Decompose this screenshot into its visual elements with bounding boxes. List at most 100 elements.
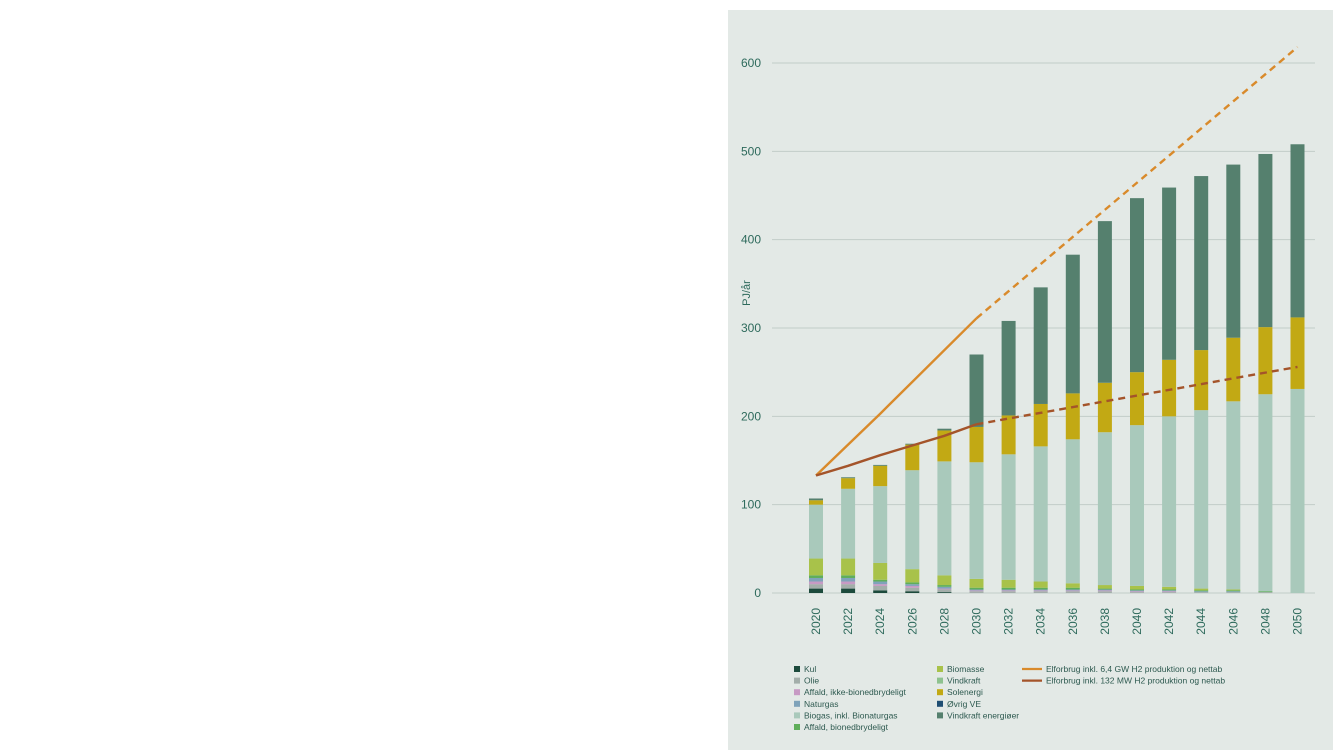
- bar-segment-kul: [905, 591, 920, 593]
- bar-segment-kul: [873, 590, 888, 593]
- bar-segment-vindkraft-energioer: [1001, 320, 1016, 416]
- legend-item-affald-bionedbrydeligt: Affald, bionedbrydeligt: [794, 722, 889, 732]
- bars: [809, 144, 1305, 593]
- bar-segment-biogas-inkl-bionaturgas: [1226, 401, 1241, 590]
- x-tick-label: 2020: [809, 608, 823, 635]
- x-tick-label: 2022: [841, 608, 855, 635]
- bar-segment-biomasse: [841, 558, 856, 576]
- legend-swatch: [794, 724, 800, 730]
- legend-swatch: [937, 666, 943, 672]
- bar-segment-biogas-inkl-bionaturgas: [969, 462, 984, 579]
- bar-segment-biomasse: [1097, 585, 1112, 589]
- bar-segment-vindkraft-energioer: [1065, 254, 1080, 394]
- bar-segment-biogas-inkl-bionaturgas: [1001, 454, 1016, 580]
- x-tick-label: 2034: [1034, 608, 1048, 635]
- bar-segment-vindkraft-energioer: [809, 498, 823, 501]
- bar-segment-affald-ikke-bionedbrydeligt: [1097, 590, 1112, 592]
- bar-segment-naturgas: [873, 581, 888, 585]
- bar-stack-2036: [1065, 254, 1080, 593]
- bar-segment-affald-ikke-bionedbrydeligt: [937, 588, 952, 590]
- bar-segment-affald-ikke-bionedbrydeligt: [841, 581, 856, 585]
- y-axis-ticks: 0 100 200 300 400 500 600: [741, 56, 761, 600]
- bar-segment-solenergi: [1097, 382, 1112, 433]
- bar-segment-vindkraft-energioer: [873, 464, 888, 466]
- bar-segment-solenergi: [969, 426, 984, 463]
- x-tick-label: 2032: [1002, 608, 1016, 635]
- y-tick-label: 400: [741, 233, 761, 247]
- x-tick-label: 2048: [1258, 608, 1272, 635]
- y-axis-title: PJ/år: [741, 280, 753, 306]
- bar-segment-solenergi: [841, 478, 856, 489]
- bar-segment-affald-bionedbrydeligt: [1226, 590, 1241, 592]
- bar-segment-affald-bionedbrydeligt: [1065, 587, 1080, 590]
- line-elforbrug-inkl-132-mw-h2-produktion-og-nettab-projection: [976, 365, 1298, 426]
- bar-segment-biogas-inkl-bionaturgas: [873, 486, 888, 563]
- legend-item-vindkraft: Vindkraft: [937, 676, 981, 686]
- bar-segment-solenergi: [1065, 393, 1080, 440]
- bar-segment-vindkraft-energioer: [905, 443, 920, 445]
- y-tick-label: 300: [741, 321, 761, 335]
- bar-segment-affald-bionedbrydeligt: [841, 575, 856, 578]
- legend-label: Elforbrug inkl. 132 MW H2 produktion og …: [1046, 676, 1225, 686]
- bar-stack-2046: [1226, 164, 1241, 593]
- bar-segment-affald-bionedbrydeligt: [937, 585, 952, 587]
- bar-segment-vindkraft-energioer: [1290, 144, 1305, 318]
- bar-segment-biogas-inkl-bionaturgas: [1097, 432, 1112, 586]
- bar-segment-affald-ikke-bionedbrydeligt: [1001, 590, 1016, 592]
- legend-label: Solenergi: [947, 687, 983, 697]
- legend-item-vindkraft-energioer: Vindkraft energiøer: [937, 710, 1019, 720]
- bar-stack-2042: [1162, 187, 1177, 593]
- x-tick-label: 2046: [1226, 608, 1240, 635]
- bar-segment-affald-bionedbrydeligt: [905, 582, 920, 585]
- bar-segment-affald-ikke-bionedbrydeligt: [873, 584, 888, 586]
- bar-segment-naturgas: [969, 589, 984, 591]
- y-tick-label: 600: [741, 56, 761, 70]
- bar-segment-naturgas: [1162, 590, 1177, 592]
- legend-label: Biomasse: [947, 664, 985, 674]
- bar-segment-solenergi: [873, 465, 888, 487]
- x-tick-label: 2026: [905, 608, 919, 635]
- bar-segment-affald-ikke-bionedbrydeligt: [969, 590, 984, 592]
- x-tick-label: 2042: [1162, 608, 1176, 635]
- bar-segment-olie: [1097, 591, 1112, 593]
- x-tick-label: 2038: [1098, 608, 1112, 635]
- bar-segment-solenergi: [1162, 359, 1177, 417]
- bar-segment-solenergi: [1033, 403, 1048, 447]
- y-tick-label: 100: [741, 498, 761, 512]
- bar-stack-2020: [809, 498, 823, 593]
- bar-segment-affald-bionedbrydeligt: [1033, 587, 1048, 590]
- bar-segment-affald-bionedbrydeligt: [809, 575, 823, 578]
- bar-segment-solenergi: [905, 444, 920, 471]
- bar-segment-biogas-inkl-bionaturgas: [1194, 410, 1209, 589]
- bar-stack-2030: [969, 354, 984, 593]
- bar-segment-affald-bionedbrydeligt: [1001, 587, 1016, 590]
- bar-segment-vindkraft-energioer: [1097, 221, 1112, 383]
- legend-item-biogas-inkl-bionaturgas: Biogas, inkl. Bionaturgas: [794, 710, 898, 720]
- bar-stack-2024: [873, 464, 888, 593]
- bar-segment-olie: [1130, 592, 1144, 593]
- line-elforbrug-inkl-6-4-gw-h2-produktion-og-nettab-projection: [975, 46, 1299, 320]
- legend-swatch: [794, 712, 800, 719]
- bar-segment-naturgas: [1033, 589, 1048, 591]
- bar-stack-2022: [841, 477, 856, 593]
- bar-segment-naturgas: [1065, 589, 1080, 591]
- bar-segment-biogas-inkl-bionaturgas: [1162, 416, 1177, 587]
- bar-segment-biomasse: [937, 575, 952, 586]
- bar-segment-biomasse: [1162, 586, 1177, 590]
- legend-label: Vindkraft energiøer: [947, 710, 1019, 720]
- bar-segment-olie: [905, 587, 920, 592]
- bar-segment-affald-bionedbrydeligt: [873, 579, 888, 582]
- bar-segment-vindkraft-energioer: [937, 428, 952, 431]
- bar-segment-kul: [841, 588, 856, 593]
- bar-segment-affald-bionedbrydeligt: [969, 587, 984, 590]
- x-tick-label: 2044: [1194, 608, 1208, 635]
- bar-stack-2034: [1033, 287, 1048, 593]
- bar-segment-solenergi: [1258, 327, 1273, 395]
- bar-stack-2050: [1290, 144, 1305, 593]
- legend-label: Vindkraft: [947, 676, 981, 686]
- bar-segment-biomasse: [905, 569, 920, 583]
- legend-item-biomasse: Biomasse: [937, 664, 985, 674]
- bar-segment-biomasse: [1226, 589, 1241, 591]
